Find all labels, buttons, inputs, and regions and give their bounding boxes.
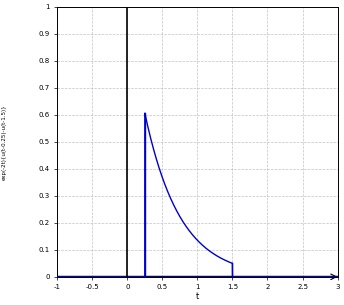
Y-axis label: exp(-2t){u(t-0.25)-u(t-1.5)}: exp(-2t){u(t-0.25)-u(t-1.5)} xyxy=(2,104,7,180)
X-axis label: t: t xyxy=(196,292,199,301)
